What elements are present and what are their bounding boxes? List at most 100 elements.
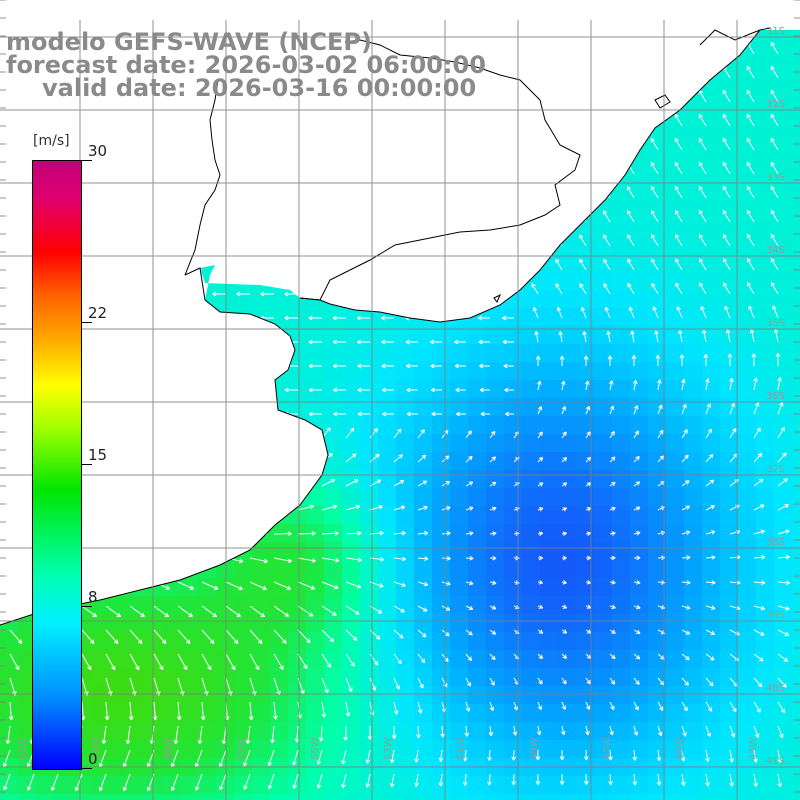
wind-arrow	[746, 234, 755, 247]
wind-arrow	[578, 89, 587, 103]
wind-arrow	[332, 195, 346, 201]
wind-arrow	[0, 315, 10, 321]
wind-arrow	[428, 171, 442, 177]
wind-arrow	[777, 478, 788, 487]
wind-arrow	[650, 41, 659, 55]
wind-arrow	[236, 243, 250, 249]
wind-arrow	[753, 402, 760, 415]
wind-arrow	[698, 186, 707, 199]
wind-arrow	[777, 504, 790, 511]
wind-arrow	[140, 363, 154, 369]
wind-arrow	[225, 427, 236, 439]
wind-arrow	[537, 677, 543, 685]
wind-arrow	[536, 725, 542, 736]
wind-arrow	[681, 580, 691, 585]
wind-arrow	[380, 291, 394, 297]
wind-arrow	[365, 773, 371, 788]
wind-arrow	[212, 315, 226, 321]
wind-arrow	[626, 30, 635, 31]
wind-arrow	[609, 653, 616, 660]
wind-arrow	[140, 315, 154, 321]
wind-arrow	[188, 291, 202, 297]
wind-arrow	[243, 773, 251, 790]
wind-arrow	[628, 306, 635, 319]
wind-arrow	[705, 629, 716, 635]
wind-arrow	[201, 479, 216, 487]
wind-arrow	[559, 773, 565, 785]
wind-arrow	[308, 267, 322, 273]
wind-arrow	[393, 581, 406, 587]
wind-arrow	[20, 99, 34, 105]
wind-arrow	[561, 579, 567, 585]
wind-arrow	[656, 749, 662, 762]
wind-arrow	[105, 605, 121, 618]
wind-arrow	[583, 773, 589, 785]
wind-arrow	[393, 653, 402, 665]
wind-arrow	[177, 653, 188, 671]
wind-arrow	[681, 505, 690, 511]
wind-arrow	[633, 555, 641, 561]
colorbar-tick	[82, 605, 92, 607]
wind-arrow	[44, 123, 58, 129]
wind-arrow	[177, 581, 195, 590]
wind-arrow	[535, 749, 541, 761]
wind-arrow	[729, 402, 736, 415]
wind-arrow	[417, 480, 428, 487]
wind-arrow	[453, 291, 466, 297]
wind-arrow	[428, 243, 442, 249]
wind-arrow	[753, 629, 765, 636]
wind-arrow	[369, 653, 379, 666]
wind-arrow	[554, 162, 563, 175]
wind-arrow	[633, 725, 639, 736]
wind-arrow	[188, 171, 202, 177]
wind-arrow	[609, 531, 616, 536]
wind-arrow	[537, 604, 544, 609]
wind-arrow	[381, 387, 394, 393]
wind-arrow	[441, 556, 451, 561]
wind-arrow	[650, 30, 659, 31]
wind-arrow	[389, 749, 395, 764]
wind-arrow	[651, 234, 659, 247]
wind-arrow	[681, 677, 689, 686]
wind-arrow	[607, 355, 613, 367]
wind-arrow	[405, 291, 418, 297]
wind-arrow	[389, 773, 395, 788]
wind-arrow	[393, 605, 405, 613]
wind-arrow	[105, 581, 122, 590]
latitude-label: 39S	[766, 610, 785, 621]
wind-arrow	[129, 605, 145, 618]
wind-arrow	[105, 453, 118, 463]
latitude-label: 32S	[766, 99, 785, 110]
wind-arrow	[98, 749, 107, 768]
wind-arrow	[584, 380, 590, 391]
latitude-label: 41S	[766, 756, 785, 767]
wind-arrow	[321, 653, 332, 668]
wind-arrow	[236, 171, 250, 177]
wind-arrow	[438, 749, 444, 762]
wind-arrow	[583, 749, 589, 761]
wind-arrow	[417, 653, 426, 664]
wind-arrow	[116, 123, 130, 129]
wind-arrow	[381, 315, 394, 321]
wind-arrow	[705, 677, 714, 687]
wind-arrow	[297, 605, 314, 617]
wind-arrow	[746, 282, 755, 295]
wind-arrow	[559, 749, 565, 761]
wind-arrow	[585, 531, 592, 536]
wind-arrow	[332, 243, 346, 249]
wind-arrow	[489, 430, 496, 439]
wind-arrow	[722, 234, 731, 247]
wind-arrow	[585, 677, 591, 685]
wind-arrow	[417, 629, 427, 638]
wind-arrow	[487, 773, 492, 786]
wind-arrow	[698, 234, 707, 247]
wind-arrow	[561, 406, 567, 415]
wind-arrow	[722, 137, 731, 151]
wind-arrow	[260, 363, 274, 369]
wind-arrow	[633, 455, 640, 463]
wind-arrow	[633, 701, 639, 711]
wind-arrow	[674, 65, 683, 79]
wind-arrow	[456, 411, 466, 417]
wind-arrow	[725, 329, 731, 343]
